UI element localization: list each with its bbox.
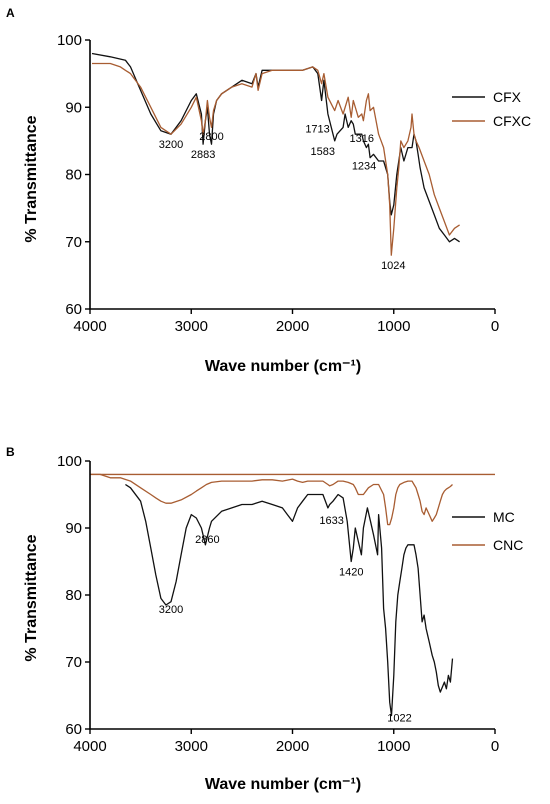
panel-a-legend: CFX CFXC [452,89,531,129]
x-tick-label: 3000 [175,318,208,335]
legend-label-cnc: CNC [493,537,523,553]
peak-label-2883: 2883 [191,149,215,161]
panel-a-x-axis-title: Wave number (cm⁻¹) [205,358,361,375]
y-tick-label: 70 [65,234,82,251]
peak-label-3200: 3200 [159,139,183,151]
x-tick-label: 3000 [175,738,208,755]
peak-label-1420: 1420 [339,567,363,579]
y-tick-label: 80 [65,587,82,604]
y-tick-label: 90 [65,99,82,116]
panel-b-legend: MC CNC [452,509,523,553]
legend-label-cfxc: CFXC [493,113,531,129]
peak-label-3200: 3200 [159,604,183,616]
peak-label-1024: 1024 [381,260,405,272]
y-tick-label: 100 [57,453,82,470]
y-tick-label: 80 [65,167,82,184]
panel-b-y-axis-title: % Transmittance [23,534,40,661]
panel-b-plot-area: 60 70 80 90 100 4000 3000 2000 1000 0 3200 2860 1633… [57,453,499,755]
series-line-cfxc [92,62,460,256]
peak-label-1633: 1633 [319,515,343,527]
legend-label-cfx: CFX [493,89,522,105]
y-tick-label: 60 [65,301,82,318]
x-tick-label: 0 [491,738,499,755]
x-tick-label: 2000 [276,738,309,755]
panel-a-y-axis-title: % Transmittance [23,115,40,242]
y-tick-label: 90 [65,520,82,537]
panel-a-axes [89,40,495,310]
panel-b-letter: B [6,445,15,459]
peak-label-1022: 1022 [387,713,411,725]
y-tick-label: 100 [57,32,82,49]
panel-a: A 60 70 80 90 100 4000 3000 2000 1000 0 3200 2883 28… [6,6,531,375]
peak-label-1234: 1234 [352,161,376,173]
peak-label-1583: 1583 [310,146,334,158]
x-tick-label: 1000 [377,318,410,335]
y-tick-label: 60 [65,721,82,738]
peak-label-1316: 1316 [350,133,374,145]
x-tick-label: 0 [491,318,499,335]
legend-label-mc: MC [493,509,515,525]
x-tick-label: 4000 [73,738,106,755]
x-tick-label: 1000 [377,738,410,755]
series-line-cnc [90,473,453,526]
panel-b-x-axis-title: Wave number (cm⁻¹) [205,776,361,793]
x-tick-label: 2000 [276,318,309,335]
y-tick-label: 70 [65,654,82,671]
peak-label-2860: 2860 [195,534,219,546]
peak-label-1713: 1713 [305,124,329,136]
series-line-mc [125,483,454,717]
panel-a-plot-area: 60 70 80 90 100 4000 3000 2000 1000 0 3200 2883 2800… [57,32,499,335]
panel-a-letter: A [6,6,15,20]
x-tick-label: 4000 [73,318,106,335]
series-line-cfx [91,52,460,243]
peak-label-2800: 2800 [199,131,223,143]
panel-b: B 60 70 80 90 100 4000 3000 2000 1000 0 3200 2860 16… [6,445,523,793]
panel-b-axes [89,461,495,730]
